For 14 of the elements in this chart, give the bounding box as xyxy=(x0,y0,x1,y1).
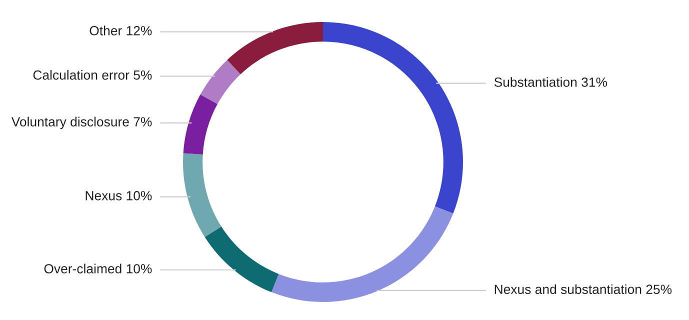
slice-label: Voluntary disclosure 7% xyxy=(11,116,152,130)
donut-slice xyxy=(183,153,222,238)
donut-slice xyxy=(271,206,454,302)
donut-slice xyxy=(204,226,279,292)
slice-label: Calculation error 5% xyxy=(33,70,152,80)
slice-label: Other 12% xyxy=(90,26,152,36)
donut-slice xyxy=(200,60,241,104)
donut-slice xyxy=(227,22,323,74)
slice-label: Nexus 10% xyxy=(86,191,152,200)
donut-slice xyxy=(183,94,218,154)
donut-slice xyxy=(323,22,463,214)
slice-label: Nexus and substantiation 25% xyxy=(494,284,672,294)
slice-label: Over-claimed 10% xyxy=(44,264,152,274)
slice-label: Substantiation 31% xyxy=(494,77,608,87)
